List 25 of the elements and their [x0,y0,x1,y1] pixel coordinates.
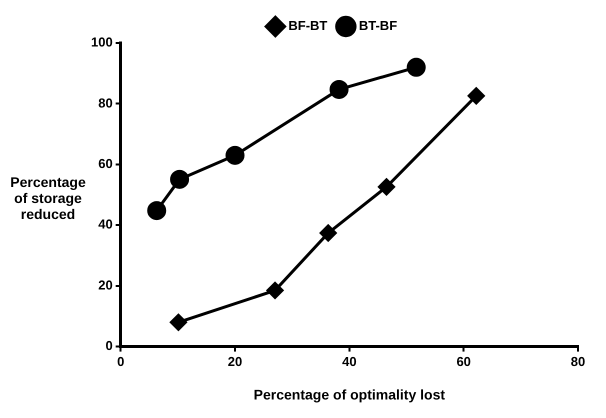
point [170,170,190,189]
x-tick-label: 20 [228,354,242,369]
y-tick-label: 20 [98,277,113,292]
point [378,178,395,196]
y-tick-label: 60 [98,156,113,172]
x-tick-label: 40 [342,354,357,369]
y-tick-label: 0 [105,338,113,354]
legend-label: BF-BT [288,18,328,34]
point [406,58,426,77]
x-tick-label: 80 [570,354,586,369]
point [468,87,485,104]
y-tick-label: 80 [98,95,113,110]
point [170,314,187,331]
point [226,146,245,165]
y-axis-title: Percentage of storage reduced [9,174,87,222]
y-tick-label: 40 [98,216,113,232]
x-tick-label: 0 [117,354,124,369]
x-tick-label: 60 [456,354,471,369]
point [320,224,337,242]
point [147,201,166,220]
x-axis-title: Percentage of optimality lost [254,386,446,402]
legend-label: BT-BF [358,18,398,34]
y-tick-label: 100 [90,34,113,50]
point [266,282,284,299]
point [330,80,349,99]
